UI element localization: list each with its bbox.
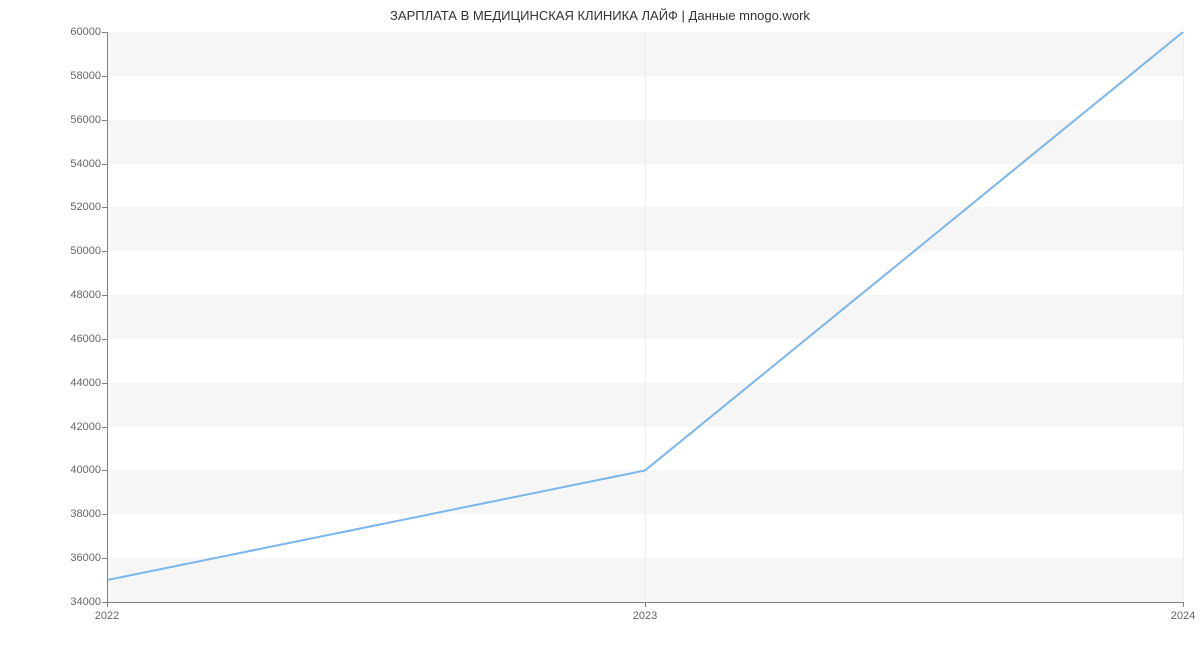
y-tick-mark (102, 120, 107, 121)
grid-vline (1183, 32, 1184, 602)
y-axis (107, 32, 108, 602)
series-line (107, 32, 1183, 602)
x-tick-mark (1183, 602, 1184, 607)
plot-area: 3400036000380004000042000440004600048000… (107, 32, 1183, 602)
y-tick-mark (102, 383, 107, 384)
y-tick-mark (102, 339, 107, 340)
y-tick-mark (102, 164, 107, 165)
y-tick-mark (102, 470, 107, 471)
y-tick-mark (102, 207, 107, 208)
y-tick-mark (102, 76, 107, 77)
y-tick-mark (102, 514, 107, 515)
series-path (107, 32, 1183, 580)
chart-title: ЗАРПЛАТА В МЕДИЦИНСКАЯ КЛИНИКА ЛАЙФ | Да… (0, 8, 1200, 23)
y-tick-mark (102, 558, 107, 559)
y-tick-mark (102, 32, 107, 33)
x-tick-mark (107, 602, 108, 607)
x-tick-mark (645, 602, 646, 607)
y-tick-mark (102, 295, 107, 296)
y-tick-mark (102, 427, 107, 428)
salary-line-chart: ЗАРПЛАТА В МЕДИЦИНСКАЯ КЛИНИКА ЛАЙФ | Да… (0, 0, 1200, 650)
y-tick-mark (102, 251, 107, 252)
